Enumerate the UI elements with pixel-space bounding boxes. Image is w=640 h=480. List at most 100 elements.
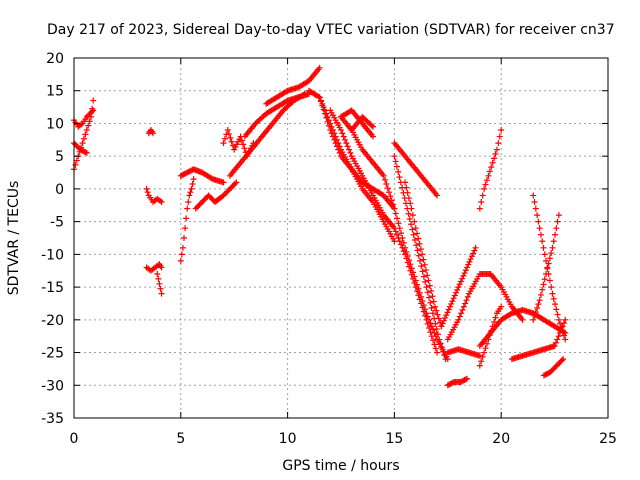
data-point bbox=[460, 272, 467, 279]
data-point bbox=[231, 146, 238, 153]
data-point bbox=[143, 185, 150, 192]
data-point bbox=[431, 303, 438, 310]
chart-title: Day 217 of 2023, Sidereal Day-to-day VTE… bbox=[47, 22, 615, 38]
y-tick-label: -15 bbox=[41, 280, 64, 296]
data-point bbox=[407, 261, 414, 268]
data-point bbox=[396, 225, 403, 232]
data-point bbox=[495, 140, 502, 147]
x-axis-label: GPS time / hours bbox=[282, 458, 399, 474]
data-point bbox=[552, 231, 559, 238]
data-point bbox=[558, 324, 565, 331]
data-point bbox=[144, 189, 151, 196]
data-point bbox=[491, 319, 498, 325]
data-point bbox=[157, 285, 164, 292]
data-point bbox=[343, 140, 350, 147]
data-point bbox=[397, 179, 404, 186]
series-arc07 bbox=[154, 271, 165, 297]
data-point bbox=[423, 267, 430, 274]
data-point bbox=[400, 248, 407, 255]
data-point bbox=[464, 293, 471, 300]
data-point bbox=[560, 356, 567, 363]
data-point bbox=[79, 140, 86, 147]
data-point bbox=[539, 238, 546, 245]
data-point bbox=[178, 251, 185, 258]
y-tick-label: -35 bbox=[41, 411, 64, 427]
data-point bbox=[479, 192, 486, 199]
series-arc32 bbox=[530, 192, 569, 343]
data-point bbox=[150, 130, 157, 137]
data-point bbox=[339, 130, 346, 137]
data-point bbox=[411, 218, 418, 225]
data-point bbox=[437, 340, 444, 347]
data-point bbox=[417, 257, 424, 264]
data-point bbox=[481, 349, 488, 356]
data-point bbox=[344, 143, 351, 150]
data-point bbox=[398, 230, 405, 237]
data-point bbox=[177, 257, 184, 264]
data-point bbox=[483, 340, 490, 347]
data-point bbox=[158, 290, 165, 297]
data-point bbox=[73, 157, 80, 164]
data-point bbox=[446, 303, 453, 310]
data-point bbox=[392, 228, 399, 235]
data-point bbox=[220, 140, 227, 147]
data-point bbox=[543, 271, 550, 277]
data-point bbox=[83, 149, 90, 156]
data-point bbox=[532, 308, 539, 315]
data-point bbox=[414, 230, 421, 237]
series-arc24 bbox=[444, 271, 526, 343]
data-point bbox=[451, 292, 458, 299]
data-point bbox=[419, 251, 426, 258]
data-point bbox=[232, 144, 239, 151]
series-arc13 bbox=[241, 91, 312, 140]
data-point bbox=[240, 141, 247, 148]
series-arc20 bbox=[348, 113, 377, 133]
data-point bbox=[555, 212, 562, 219]
data-point bbox=[238, 137, 245, 144]
data-point bbox=[530, 316, 537, 323]
series-arc34 bbox=[540, 356, 567, 379]
data-point bbox=[412, 277, 419, 284]
data-point bbox=[411, 236, 418, 243]
data-point bbox=[443, 312, 450, 319]
data-point bbox=[154, 271, 161, 277]
data-point bbox=[415, 285, 422, 292]
data-point bbox=[80, 135, 87, 142]
data-point bbox=[427, 320, 434, 327]
data-point bbox=[183, 215, 190, 222]
series-arc27 bbox=[444, 375, 471, 389]
data-point bbox=[383, 181, 390, 187]
data-point bbox=[554, 311, 561, 318]
data-point bbox=[394, 215, 401, 222]
data-point bbox=[478, 358, 485, 365]
data-point bbox=[391, 238, 398, 245]
series-arc17 bbox=[327, 107, 441, 356]
data-point bbox=[429, 293, 436, 300]
data-point bbox=[317, 98, 324, 105]
data-point bbox=[551, 343, 558, 349]
data-point bbox=[430, 298, 437, 305]
data-point bbox=[406, 257, 413, 264]
x-tick-label: 0 bbox=[70, 431, 79, 447]
data-point bbox=[489, 159, 496, 166]
data-point bbox=[420, 273, 427, 280]
data-point bbox=[408, 265, 415, 272]
data-point bbox=[188, 185, 195, 192]
data-point bbox=[336, 149, 343, 156]
data-point bbox=[340, 133, 347, 140]
series-arc33 bbox=[530, 212, 562, 323]
data-point bbox=[481, 185, 488, 192]
series-arc08 bbox=[177, 176, 197, 264]
data-point bbox=[409, 226, 416, 233]
data-point bbox=[408, 221, 415, 228]
data-point bbox=[393, 163, 400, 170]
data-point bbox=[424, 272, 431, 279]
data-point bbox=[459, 307, 466, 313]
data-point bbox=[434, 192, 441, 199]
y-tick-label: -30 bbox=[41, 378, 64, 394]
data-point bbox=[283, 88, 290, 95]
series-arc21 bbox=[391, 140, 441, 199]
data-point bbox=[462, 376, 469, 383]
data-point bbox=[431, 315, 438, 322]
data-point bbox=[347, 149, 354, 156]
